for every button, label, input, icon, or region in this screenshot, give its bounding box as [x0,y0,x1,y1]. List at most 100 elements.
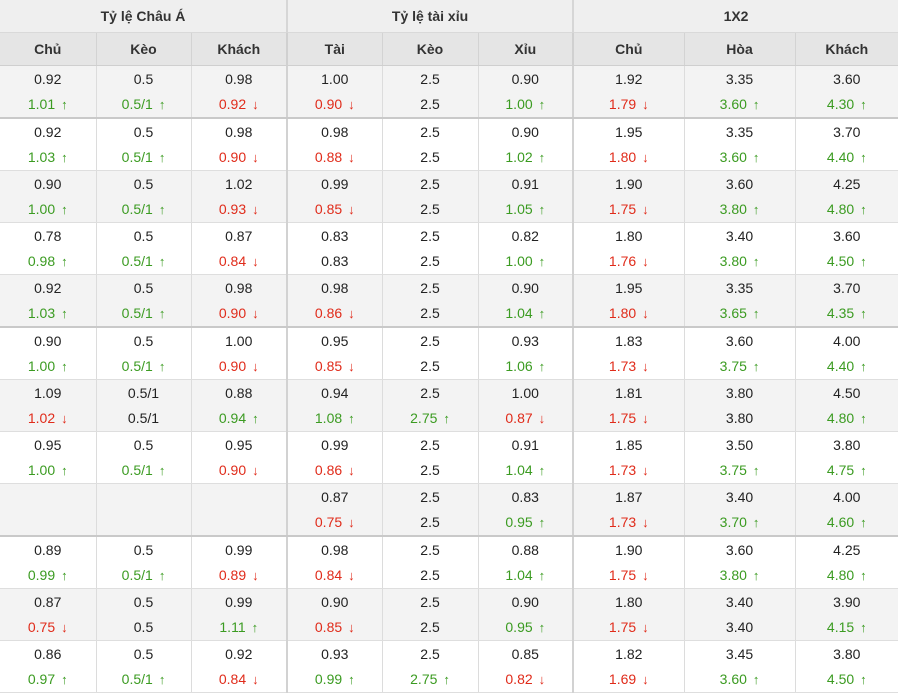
current-odds: 1.73 ↓ [574,458,684,483]
opening-odds: 0.5 [133,227,154,244]
current-odds-value: 2.5 [420,513,440,530]
opening-odds: 0.91 [511,175,539,192]
odds-row: 0.92 1.03 ↑ 0.5 0.5/1 ↑ 0.98 0.90 ↓ 0.98 0.86 ↓ 2.5 2… [0,274,898,328]
arrow-up-icon: ↑ [158,567,166,583]
odds-row: 1.09 1.02 ↓ 0.5/1 0.5/1 0.88 0.94 ↑ 0.94 1.08 ↑ 2.5… [0,379,898,432]
arrow-down-icon: ↓ [252,96,259,112]
current-odds: 3.65 ↑ [685,301,795,326]
odds-row: 0.89 0.99 ↑ 0.5 0.5/1 ↑ 0.99 0.89 ↓ 0.98 0.84 ↓ 2.5 2… [0,536,898,589]
current-odds-value: 4.50 [826,670,855,687]
odds-cell: 3.45 3.60 ↑ [684,640,796,693]
current-odds-value: 1.80 [608,304,637,321]
opening-odds: 3.60 [725,541,754,558]
current-odds-value: 0.86 [314,304,343,321]
current-odds-value: 1.00 [505,252,533,269]
arrow-down-icon: ↓ [252,201,259,217]
current-odds-value: 0.82 [505,670,533,687]
arrow-down-icon: ↓ [348,201,355,217]
current-odds: 1.05 ↑ [479,197,573,222]
odds-cell: 1.02 0.93 ↓ [191,170,289,223]
odds-cell: 0.85 0.82 ↓ [478,640,575,693]
arrow-up-icon: ↑ [443,671,450,687]
opening-odds: 0.5 [133,436,154,453]
odds-cell: 0.5 0.5/1 ↑ [96,170,192,223]
arrow-up-icon: ↑ [538,358,546,374]
odds-row: 0.95 1.00 ↑ 0.5 0.5/1 ↑ 0.95 0.90 ↓ 0.99 0.86 ↓ 2.5 2… [0,431,898,484]
arrow-down-icon: ↓ [642,96,649,112]
odds-cell: 1.92 1.79 ↓ [573,65,685,119]
odds-cell: 2.5 2.5 [382,483,479,537]
arrow-up-icon: ↑ [860,305,867,321]
col-header-away: Khách [191,32,289,66]
current-odds: 2.5 [383,92,478,117]
odds-cell: 4.00 4.40 ↑ [795,327,898,380]
current-odds-value: 0.92 [218,95,247,112]
arrow-up-icon: ↑ [860,671,867,687]
odds-cell: 0.5 0.5 [96,588,192,641]
opening-odds: 0.82 [511,227,539,244]
current-odds: 0.5/1 ↑ [97,354,191,379]
odds-cell: 1.80 1.75 ↓ [573,588,685,641]
opening-odds [0,485,96,510]
opening-odds: 1.00 [511,384,539,401]
current-odds-value: 0.90 [218,357,247,374]
current-odds-value: 0.85 [314,618,343,635]
current-odds-value: 3.80 [719,252,747,269]
opening-odds: 0.89 [34,541,62,558]
current-odds-value: 1.75 [608,566,637,583]
current-odds: 1.03 ↑ [0,301,96,326]
arrow-up-icon: ↑ [860,253,867,269]
opening-odds: 4.25 [833,541,861,558]
arrow-down-icon: ↓ [252,305,259,321]
arrow-up-icon: ↑ [860,201,867,217]
opening-odds: 0.5 [133,541,154,558]
col-header-draw: Hòa [684,32,796,66]
current-odds-value: 3.70 [719,513,747,530]
current-odds-value: 2.5 [420,566,440,583]
odds-cell: 2.5 2.5 [382,170,479,223]
odds-cell: 2.5 2.75 ↑ [382,640,479,693]
current-odds: 1.79 ↓ [574,92,684,117]
current-odds-value: 0.85 [314,357,343,374]
odds-cell: 0.78 0.98 ↑ [0,222,97,275]
arrow-up-icon: ↑ [158,149,166,165]
opening-odds: 1.92 [615,70,643,87]
current-odds [192,510,287,535]
opening-odds: 1.00 [321,70,349,87]
current-odds-value: 4.30 [826,95,855,112]
opening-odds: 3.80 [725,384,754,401]
odds-cell [96,483,192,537]
current-odds-value: 1.69 [608,670,637,687]
odds-cell: 1.90 1.75 ↓ [573,536,685,589]
opening-odds: 0.87 [225,227,253,244]
arrow-up-icon: ↑ [752,96,760,112]
odds-cell: 2.5 2.5 [382,222,479,275]
opening-odds: 0.90 [511,123,539,140]
current-odds-value: 0.98 [27,252,56,269]
odds-table-body: 0.92 1.01 ↑ 0.5 0.5/1 ↑ 0.98 0.92 ↓ 1.00 0.90 ↓ 2.5 2… [0,65,898,693]
current-odds: 4.80 ↑ [796,563,898,588]
arrow-up-icon: ↑ [538,567,546,583]
current-odds: 3.80 [685,406,795,431]
arrow-down-icon: ↓ [642,410,649,426]
opening-odds: 0.5 [133,645,154,662]
current-odds: 0.5/1 [97,406,191,431]
opening-odds: 3.60 [725,175,754,192]
odds-cell: 0.90 0.85 ↓ [287,588,383,641]
opening-odds: 3.60 [833,227,861,244]
column-header-row: Chủ Kèo Khách Tài Kèo Xỉu Chủ Hòa Khách [0,32,898,66]
arrow-down-icon: ↓ [348,567,355,583]
opening-odds: 3.45 [725,645,754,662]
odds-cell: 0.83 0.95 ↑ [478,483,575,537]
current-odds: 1.00 ↑ [0,354,96,379]
arrow-down-icon: ↓ [348,305,355,321]
odds-cell: 0.95 0.85 ↓ [287,327,383,380]
current-odds: 1.04 ↑ [479,563,573,588]
opening-odds: 3.40 [725,227,754,244]
current-odds: 0.5 [97,615,191,640]
current-odds-value: 3.65 [719,304,747,321]
current-odds [0,510,96,535]
odds-cell: 0.98 0.92 ↓ [191,65,289,119]
current-odds-value: 1.02 [27,409,56,426]
opening-odds: 0.99 [321,436,349,453]
